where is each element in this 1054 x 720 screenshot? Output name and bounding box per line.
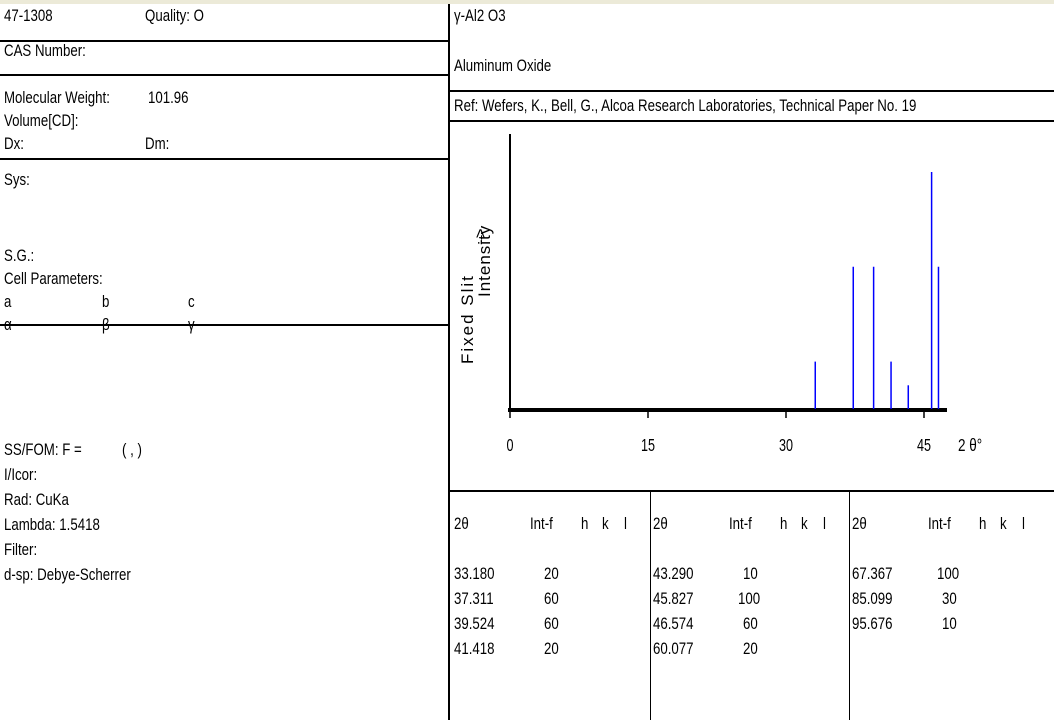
table-cell-two-theta: 95.676: [852, 614, 893, 633]
compound-name: Aluminum Oxide: [454, 56, 552, 75]
d-spacing-method: d-sp: Debye-Scherrer: [4, 565, 131, 584]
table-cell-intensity: 10: [743, 564, 758, 583]
table-header-h: h: [780, 514, 788, 533]
y-axis-arrow: ->: [471, 227, 490, 245]
cell-b: b: [102, 292, 110, 311]
table-header-two-theta: 2θ: [653, 514, 668, 533]
cell-c: c: [188, 292, 195, 311]
filter: Filter:: [4, 540, 38, 559]
table-header-two-theta: 2θ: [852, 514, 867, 533]
x-tick-label: 45: [917, 436, 931, 456]
table-cell-two-theta: 67.367: [852, 564, 893, 583]
divider: [0, 324, 448, 326]
space-group: S.G.:: [4, 246, 35, 265]
reference: Ref: Wefers, K., Bell, G., Alcoa Researc…: [454, 96, 917, 115]
table-header-k: k: [1000, 514, 1007, 533]
table-cell-two-theta: 37.311: [454, 589, 494, 608]
cas-number: CAS Number:: [4, 41, 86, 60]
molecular-weight-value: 101.96: [148, 88, 189, 107]
table-cell-intensity: 10: [942, 614, 957, 633]
table-cell-intensity: 100: [937, 564, 960, 583]
peak-table: 2θ Int-f h k l 33.180 20 37.311 60 39.524 60 41.418…: [450, 492, 1054, 720]
crystal-system: Sys:: [4, 170, 30, 189]
table-cell-intensity: 30: [942, 589, 957, 608]
radiation: Rad: CuKa: [4, 490, 69, 509]
divider: [450, 90, 1054, 92]
table-header-k: k: [602, 514, 609, 533]
table-cell-two-theta: 33.180: [454, 564, 495, 583]
table-header-l: l: [624, 514, 627, 533]
divider: [0, 158, 448, 160]
table-cell-intensity: 60: [743, 614, 758, 633]
table-cell-intensity: 60: [544, 614, 559, 633]
divider: [450, 120, 1054, 122]
i-icor: I/Icor:: [4, 465, 38, 484]
table-cell-two-theta: 45.827: [653, 589, 694, 608]
ss-fom-paren: ( , ): [122, 440, 142, 459]
table-header-h: h: [581, 514, 589, 533]
table-cell-intensity: 100: [738, 589, 761, 608]
table-cell-intensity: 20: [544, 564, 559, 583]
table-header-intensity: Int-f: [928, 514, 951, 533]
y-axis-label-intensity: Intensity: [475, 225, 494, 297]
x-axis-label: 2 θ°: [958, 436, 982, 455]
table-cell-two-theta: 46.574: [653, 614, 694, 633]
cell-a: a: [4, 292, 12, 311]
divider: [0, 40, 448, 42]
table-header-l: l: [823, 514, 826, 533]
pattern-panel: γ-Al2 O3 Aluminum Oxide Ref: Wefers, K.,…: [450, 4, 1054, 720]
top-strip: [0, 0, 1054, 4]
table-cell-two-theta: 43.290: [653, 564, 694, 583]
dm: Dm:: [145, 134, 170, 153]
table-header-two-theta: 2θ: [454, 514, 469, 533]
table-cell-intensity: 60: [544, 589, 559, 608]
volume: Volume[CD]:: [4, 111, 79, 130]
table-header-intensity: Int-f: [729, 514, 752, 533]
divider: [0, 74, 448, 76]
table-cell-two-theta: 39.524: [454, 614, 495, 633]
table-cell-intensity: 20: [544, 639, 559, 658]
diffraction-chart: 01530456075902 θ°Fixed Slit->Intensity95…: [458, 134, 982, 456]
table-column-separator: [650, 492, 651, 720]
table-header-intensity: Int-f: [530, 514, 553, 533]
quality-mark: Quality: O: [145, 6, 204, 25]
table-header-l: l: [1022, 514, 1025, 533]
pdf-number: 47-1308: [4, 6, 53, 25]
table-cell-two-theta: 60.077: [653, 639, 694, 658]
y-axis-label: Fixed Slit: [458, 274, 477, 364]
table-header-k: k: [801, 514, 808, 533]
table-cell-two-theta: 41.418: [454, 639, 495, 658]
compound-formula: γ-Al2 O3: [454, 6, 506, 25]
divider: [450, 490, 1054, 492]
x-tick-label: 15: [641, 436, 655, 456]
table-column-separator: [849, 492, 850, 720]
x-tick-label: 30: [779, 436, 793, 456]
table-header-h: h: [979, 514, 987, 533]
dx: Dx:: [4, 134, 24, 153]
wavelength: Lambda: 1.5418: [4, 515, 100, 534]
card-info-panel: 47-1308 Quality: O CAS Number: Molecular…: [0, 4, 450, 720]
x-tick-label: 0: [506, 436, 513, 456]
ss-fom: SS/FOM: F =: [4, 440, 82, 459]
table-cell-two-theta: 85.099: [852, 589, 893, 608]
table-cell-intensity: 20: [743, 639, 758, 658]
cell-parameters: Cell Parameters:: [4, 269, 103, 288]
molecular-weight-label: Molecular Weight:: [4, 88, 110, 107]
